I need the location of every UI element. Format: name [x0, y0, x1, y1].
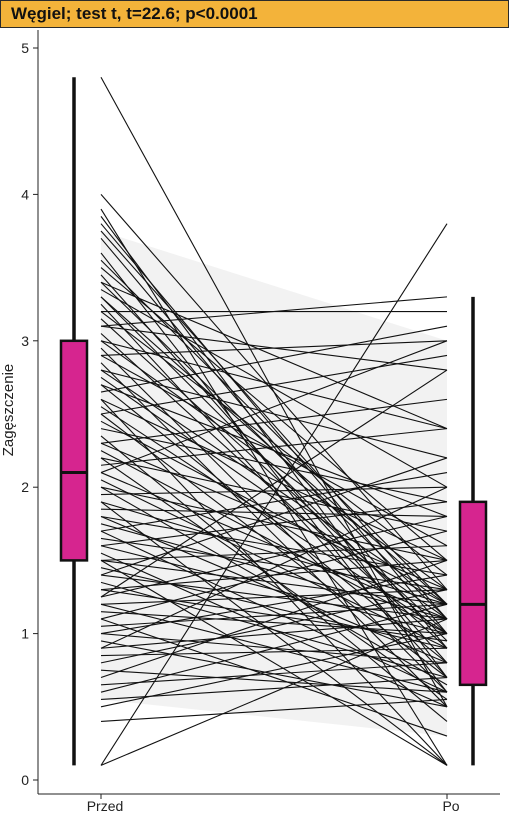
pair-line-87 [100, 589, 448, 664]
pair-line-91 [100, 603, 448, 693]
pair-line-42 [100, 398, 448, 444]
pair-line-61 [100, 537, 448, 591]
pair-line-51 [100, 486, 448, 686]
pair-line-48 [100, 340, 448, 474]
x-tick-label-po: Po [442, 798, 459, 814]
pair-line-86 [100, 647, 448, 657]
pair-line-65 [100, 545, 448, 561]
pair-line-88 [100, 669, 448, 693]
pair-line-97 [100, 398, 448, 766]
pair-line-99 [100, 369, 448, 598]
pair-line-100 [100, 369, 448, 605]
x-tick-label-przed: Przed [87, 798, 124, 814]
pair-line-67 [100, 559, 448, 766]
pair-line-59 [100, 472, 448, 532]
y-tick-label-4: 4 [21, 186, 29, 202]
pair-line-96 [100, 618, 448, 766]
pair-line-82 [100, 574, 448, 635]
pair-line-80 [100, 603, 448, 627]
pair-line-46 [100, 428, 448, 466]
pair-line-36 [100, 354, 448, 415]
pair-line-79 [100, 530, 448, 620]
chart-title-bar: Węgiel; test t, t=22.6; p<0.0001 [0, 0, 509, 28]
pair-line-85 [100, 486, 448, 649]
pair-line-9 [100, 259, 448, 605]
pair-line-90 [100, 662, 448, 686]
pair-line-31 [100, 384, 448, 517]
pair-line-45 [100, 457, 448, 700]
pair-line-35 [100, 406, 448, 635]
pair-line-39 [100, 428, 448, 503]
pair-line-63 [100, 501, 448, 547]
pair-line-89 [100, 559, 448, 679]
pair-line-14 [100, 296, 448, 642]
pair-line-2 [100, 194, 448, 591]
boxplot-box-przed [59, 339, 89, 562]
pair-line-84 [100, 618, 448, 649]
pair-line-13 [100, 289, 448, 488]
boxplot-box-po [458, 500, 488, 687]
pair-line-92 [100, 676, 448, 701]
y-axis-title: Zagęszczenie [0, 364, 17, 457]
pair-line-52 [100, 486, 448, 496]
y-tick-label-0: 0 [21, 772, 29, 788]
pair-line-94 [100, 698, 448, 722]
pair-line-20 [100, 296, 448, 327]
pair-line-74 [100, 515, 448, 598]
pair-line-68 [100, 567, 448, 649]
pair-line-69 [100, 457, 448, 576]
pair-line-93 [100, 633, 448, 708]
y-tick-label-5: 5 [21, 40, 29, 56]
pair-line-98 [100, 281, 448, 430]
y-tick-label-1: 1 [21, 626, 29, 642]
y-tick-label-2: 2 [21, 479, 29, 495]
pair-line-29 [100, 369, 448, 459]
pair-line-34 [100, 398, 448, 561]
pair-line-26 [100, 340, 448, 356]
pair-line-76 [100, 589, 448, 605]
chart-title: Węgiel; test t, t=22.6; p<0.0001 [11, 4, 258, 23]
y-tick-label-3: 3 [21, 333, 29, 349]
pair-line-58 [100, 523, 448, 620]
pair-line-6 [100, 230, 448, 620]
pair-line-95 [100, 223, 448, 766]
pair-line-30 [100, 376, 448, 620]
pair-line-77 [100, 611, 448, 635]
pair-line-33 [100, 325, 448, 393]
pair-line-55 [100, 508, 448, 518]
